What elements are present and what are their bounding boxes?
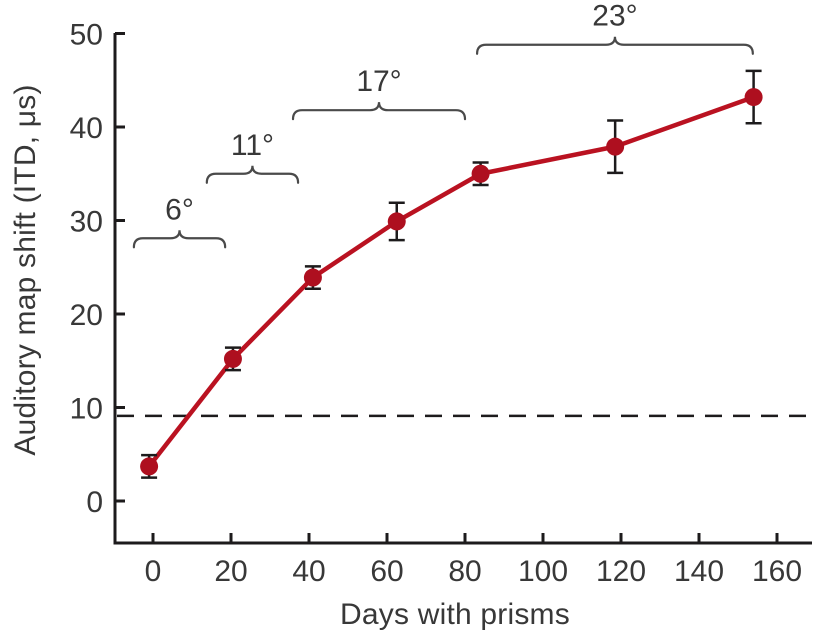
data-point-marker	[387, 212, 406, 231]
x-tick-label: 60	[370, 555, 403, 588]
x-tick-label: 140	[674, 555, 724, 588]
x-tick-label: 80	[448, 555, 481, 588]
y-axis-label: Auditory map shift (ITD, μs)	[9, 84, 42, 456]
data-point-marker	[606, 137, 625, 156]
x-tick-label: 20	[214, 555, 247, 588]
x-tick-label: 100	[518, 555, 568, 588]
x-tick-label: 0	[145, 555, 162, 588]
x-tick-label: 160	[752, 555, 802, 588]
data-point-marker	[140, 457, 159, 476]
data-point-marker	[223, 349, 242, 368]
y-tick-label: 20	[70, 299, 103, 332]
data-point-marker	[744, 88, 763, 107]
prism-angle-brace	[475, 36, 754, 55]
y-tick-label: 40	[70, 112, 103, 145]
y-tick-label: 50	[70, 19, 103, 52]
prism-angle-brace	[205, 165, 300, 184]
prism-angle-label: 17°	[356, 65, 401, 98]
data-point-marker	[303, 268, 322, 287]
x-tick-label: 40	[292, 555, 325, 588]
y-tick-label: 30	[70, 206, 103, 239]
y-tick-label: 10	[70, 393, 103, 426]
prism-angle-label: 23°	[592, 0, 637, 33]
x-tick-label: 120	[596, 555, 646, 588]
data-point-marker	[471, 164, 490, 183]
x-axis-label: Days with prisms	[340, 598, 570, 631]
axes-lines	[113, 33, 812, 545]
prism-angle-brace	[291, 102, 467, 121]
prism-angle-label: 11°	[231, 129, 274, 162]
prism-angle-label: 6°	[165, 193, 194, 226]
prism-angle-brace	[132, 230, 227, 249]
y-tick-label: 0	[86, 486, 103, 519]
